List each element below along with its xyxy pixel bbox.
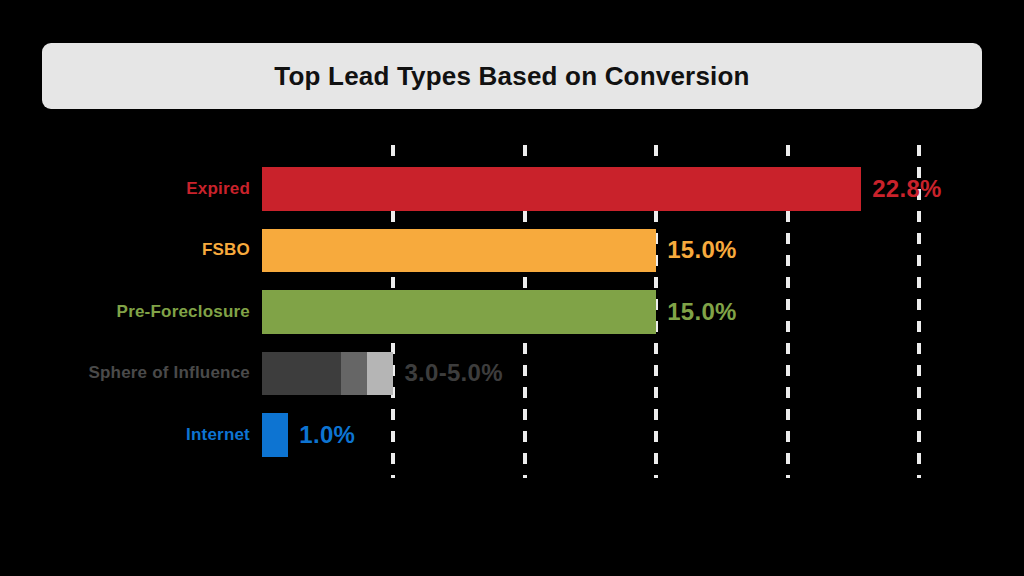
bar-segment	[262, 352, 341, 396]
bar-segment	[262, 413, 288, 457]
category-label: Pre-Foreclosure	[0, 290, 250, 334]
bar	[262, 167, 861, 211]
bar-segment	[341, 352, 367, 396]
bar	[262, 229, 656, 273]
bar	[262, 352, 393, 396]
category-label: Internet	[0, 413, 250, 457]
chart-canvas: Top Lead Types Based on Conversion Expir…	[0, 0, 1024, 576]
value-label: 1.0%	[299, 413, 355, 457]
value-label: 15.0%	[667, 229, 737, 273]
bar-chart: Expired 22.8% FSBO 15.0% Pre-Foreclosure 15.0…	[0, 0, 1024, 576]
value-label: 22.8%	[872, 167, 942, 211]
category-label: FSBO	[0, 229, 250, 273]
bar-segment	[367, 352, 393, 396]
bar-segment	[262, 229, 656, 273]
bar	[262, 290, 656, 334]
bar	[262, 413, 288, 457]
bar-segment	[262, 290, 656, 334]
bar-segment	[262, 167, 861, 211]
value-label: 15.0%	[667, 290, 737, 334]
category-label: Sphere of Influence	[0, 352, 250, 396]
category-label: Expired	[0, 167, 250, 211]
value-label: 3.0-5.0%	[404, 352, 502, 396]
